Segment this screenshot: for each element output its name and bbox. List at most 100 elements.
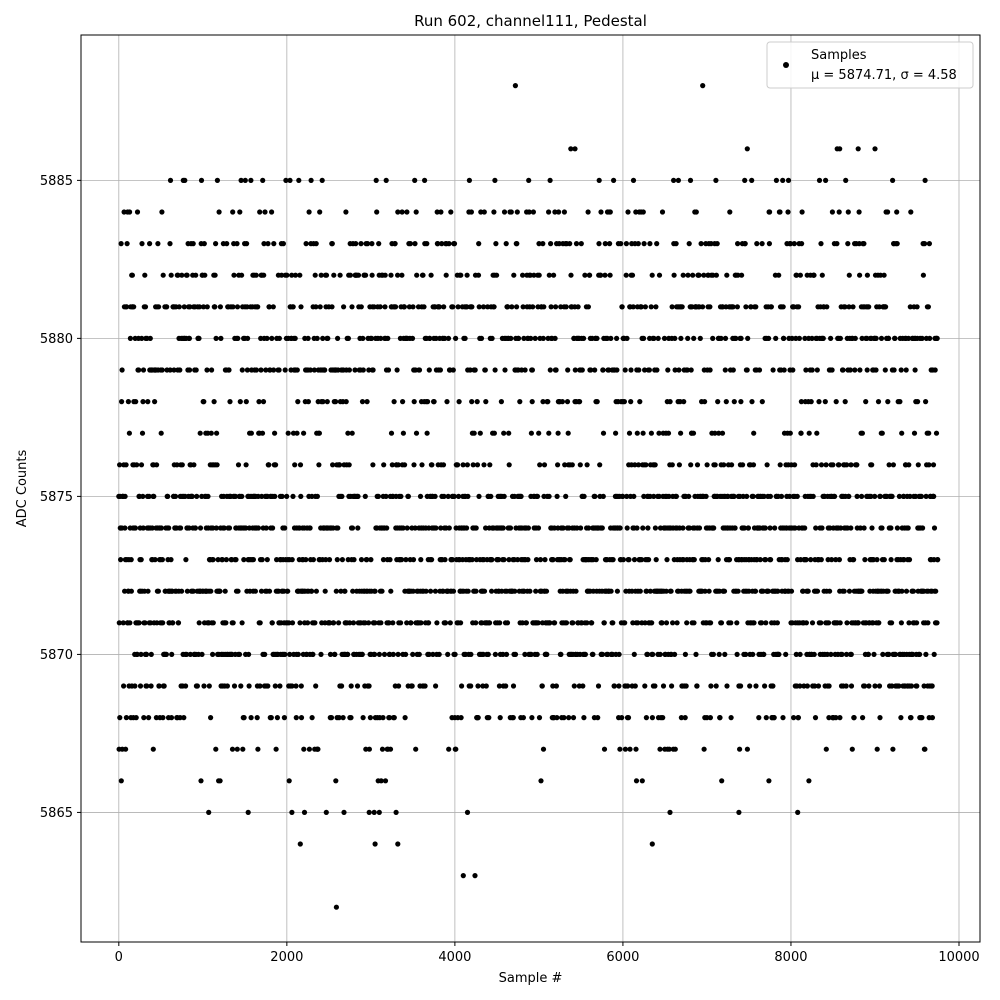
- sample-point: [554, 493, 560, 499]
- sample-point: [811, 272, 817, 278]
- sample-point: [539, 683, 545, 689]
- sample-point: [563, 304, 569, 310]
- sample-point: [739, 272, 745, 278]
- sample-point: [796, 335, 803, 341]
- sample-point: [197, 430, 203, 436]
- sample-point: [158, 525, 164, 531]
- sample-point: [522, 367, 528, 373]
- sample-point: [680, 272, 686, 278]
- sample-point: [355, 525, 361, 531]
- sample-point: [365, 241, 371, 247]
- sample-point: [567, 557, 573, 563]
- sample-point: [124, 241, 130, 247]
- sample-point: [456, 493, 462, 499]
- sample-point: [159, 209, 165, 215]
- sample-point: [514, 209, 520, 215]
- sample-point: [416, 651, 422, 658]
- sample-point: [140, 493, 146, 499]
- sample-point: [441, 304, 447, 310]
- sample-point: [358, 241, 364, 247]
- sample-point: [883, 304, 889, 310]
- sample-point: [233, 557, 239, 563]
- sample-point: [734, 651, 740, 658]
- sample-point: [573, 588, 579, 594]
- sample-point: [642, 304, 649, 310]
- sample-point: [217, 778, 223, 784]
- sample-point: [352, 367, 358, 373]
- sample-point: [347, 620, 353, 626]
- sample-point: [522, 651, 528, 658]
- sample-point: [879, 525, 885, 531]
- sample-point: [144, 683, 150, 689]
- sample-point: [836, 557, 843, 563]
- sample-point: [881, 272, 887, 278]
- sample-point: [481, 209, 487, 215]
- sample-point: [770, 683, 776, 689]
- sample-point: [587, 272, 593, 278]
- sample-point: [274, 715, 280, 721]
- sample-point: [733, 335, 739, 341]
- sample-point: [323, 272, 330, 278]
- sample-point: [768, 304, 775, 310]
- sample-point: [349, 430, 355, 436]
- sample-point: [136, 620, 142, 626]
- sample-point: [906, 557, 913, 563]
- sample-point: [199, 651, 205, 658]
- sample-point: [198, 177, 205, 183]
- sample-point: [701, 746, 707, 752]
- sample-point: [631, 557, 638, 563]
- sample-point: [501, 493, 507, 499]
- sample-point: [548, 241, 554, 247]
- sample-point: [781, 335, 787, 341]
- sample-point: [329, 241, 335, 247]
- sample-point: [795, 809, 801, 816]
- sample-point: [187, 367, 193, 373]
- sample-point: [672, 651, 678, 658]
- sample-point: [190, 241, 196, 247]
- sample-point: [234, 746, 240, 752]
- sample-point: [697, 335, 703, 341]
- sample-point: [335, 525, 341, 531]
- legend-box: [766, 41, 974, 89]
- sample-point: [458, 715, 464, 721]
- sample-point: [899, 588, 905, 594]
- sample-point: [205, 493, 211, 499]
- sample-point: [833, 557, 839, 563]
- sample-point: [798, 399, 805, 405]
- sample-point: [582, 272, 588, 278]
- sample-point: [707, 367, 713, 373]
- sample-point: [402, 715, 408, 721]
- sample-point: [885, 209, 891, 215]
- sample-point: [445, 651, 451, 658]
- sample-point: [429, 557, 435, 563]
- sample-point: [776, 651, 782, 658]
- sample-point: [690, 272, 696, 278]
- sample-point: [702, 588, 708, 594]
- sample-point: [773, 335, 779, 341]
- sample-point: [846, 272, 852, 278]
- sample-point: [339, 557, 345, 563]
- sample-point: [241, 557, 247, 563]
- sample-point: [844, 620, 850, 626]
- sample-point: [313, 588, 319, 594]
- sample-point: [593, 557, 599, 563]
- sample-point: [483, 683, 489, 689]
- sample-point: [237, 209, 243, 215]
- sample-point: [905, 525, 911, 531]
- sample-point: [716, 651, 722, 658]
- sample-point: [862, 557, 868, 563]
- x-axis-label: Sample #: [499, 971, 563, 986]
- sample-point: [360, 715, 366, 721]
- sample-point: [168, 557, 174, 563]
- sample-point: [376, 651, 382, 658]
- sample-point: [268, 715, 274, 721]
- sample-point: [436, 651, 442, 658]
- sample-point: [874, 746, 880, 752]
- sample-point: [378, 778, 384, 784]
- sample-point: [901, 557, 907, 563]
- sample-point: [642, 367, 648, 373]
- sample-point: [442, 557, 448, 563]
- sample-point: [177, 715, 183, 721]
- sample-point: [724, 272, 730, 278]
- sample-point: [298, 493, 304, 499]
